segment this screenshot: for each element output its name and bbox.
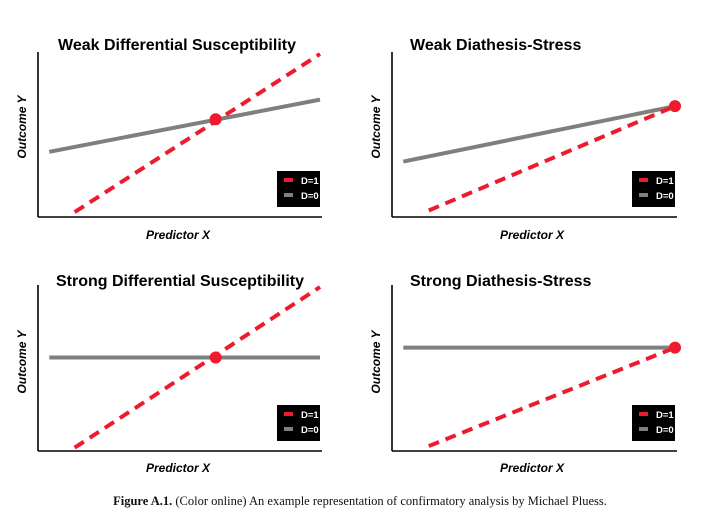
- chart-panel-2: Weak Diathesis-Stress Outcome Y Predictor …: [369, 37, 681, 242]
- legend-swatch-D1: [639, 412, 648, 416]
- series-line-D1: [73, 285, 322, 450]
- chart-panel-1: Weak Differential Susceptibility Outcome …: [15, 37, 322, 242]
- y-axis-label: Outcome Y: [15, 94, 29, 158]
- legend-label: D=0: [301, 425, 319, 436]
- series-line-D1: [428, 104, 676, 213]
- series-line-D1: [428, 345, 676, 448]
- chart-title: Weak Diathesis-Stress: [410, 37, 581, 54]
- chart-title: Strong Diathesis-Stress: [410, 273, 591, 290]
- intersection-marker: [209, 113, 222, 126]
- legend-swatch-D0: [639, 427, 648, 431]
- y-axis-label: Outcome Y: [369, 94, 383, 158]
- x-axis-label: Predictor X: [146, 461, 211, 475]
- legend-label: D=0: [656, 191, 674, 202]
- legend-swatch-D1: [284, 178, 293, 182]
- intersection-marker: [669, 341, 681, 354]
- intersection-marker: [209, 351, 222, 364]
- legend-label: D=1: [656, 410, 674, 421]
- legend-box: [632, 171, 675, 207]
- x-axis-label: Predictor X: [500, 461, 565, 475]
- y-axis-label: Outcome Y: [15, 329, 29, 393]
- x-axis-label: Predictor X: [146, 228, 211, 242]
- legend: D=1D=0: [632, 405, 675, 441]
- intersection-marker: [669, 100, 681, 113]
- chart-panel-3: Strong Differential Susceptibility Outcom…: [15, 273, 322, 475]
- legend-label: D=0: [301, 191, 319, 202]
- legend: D=1D=0: [632, 171, 675, 207]
- legend-box: [277, 171, 320, 207]
- legend-label: D=0: [656, 425, 674, 436]
- legend-swatch-D0: [284, 193, 293, 197]
- y-axis-label: Outcome Y: [369, 329, 383, 393]
- figure-caption: Figure A.1. (Color online) An example re…: [0, 494, 720, 509]
- legend-label: D=1: [656, 176, 674, 187]
- legend: D=1D=0: [277, 405, 320, 441]
- series-line-D0: [48, 97, 321, 154]
- legend-label: D=1: [301, 410, 319, 421]
- x-axis-label: Predictor X: [500, 228, 565, 242]
- legend-box: [277, 405, 320, 441]
- legend-label: D=1: [301, 176, 319, 187]
- legend-box: [632, 405, 675, 441]
- series-line-D1: [73, 52, 322, 214]
- caption-label: Figure A.1.: [113, 494, 173, 508]
- caption-text: (Color online) An example representation…: [172, 494, 607, 508]
- legend-swatch-D0: [639, 193, 648, 197]
- series-line-D0: [402, 104, 676, 164]
- legend: D=1D=0: [277, 171, 320, 207]
- legend-swatch-D1: [639, 178, 648, 182]
- legend-swatch-D0: [284, 427, 293, 431]
- legend-swatch-D1: [284, 412, 293, 416]
- chart-title: Strong Differential Susceptibility: [56, 273, 304, 290]
- chart-title: Weak Differential Susceptibility: [58, 37, 296, 54]
- chart-panel-4: Strong Diathesis-Stress Outcome Y Predicto…: [369, 273, 681, 475]
